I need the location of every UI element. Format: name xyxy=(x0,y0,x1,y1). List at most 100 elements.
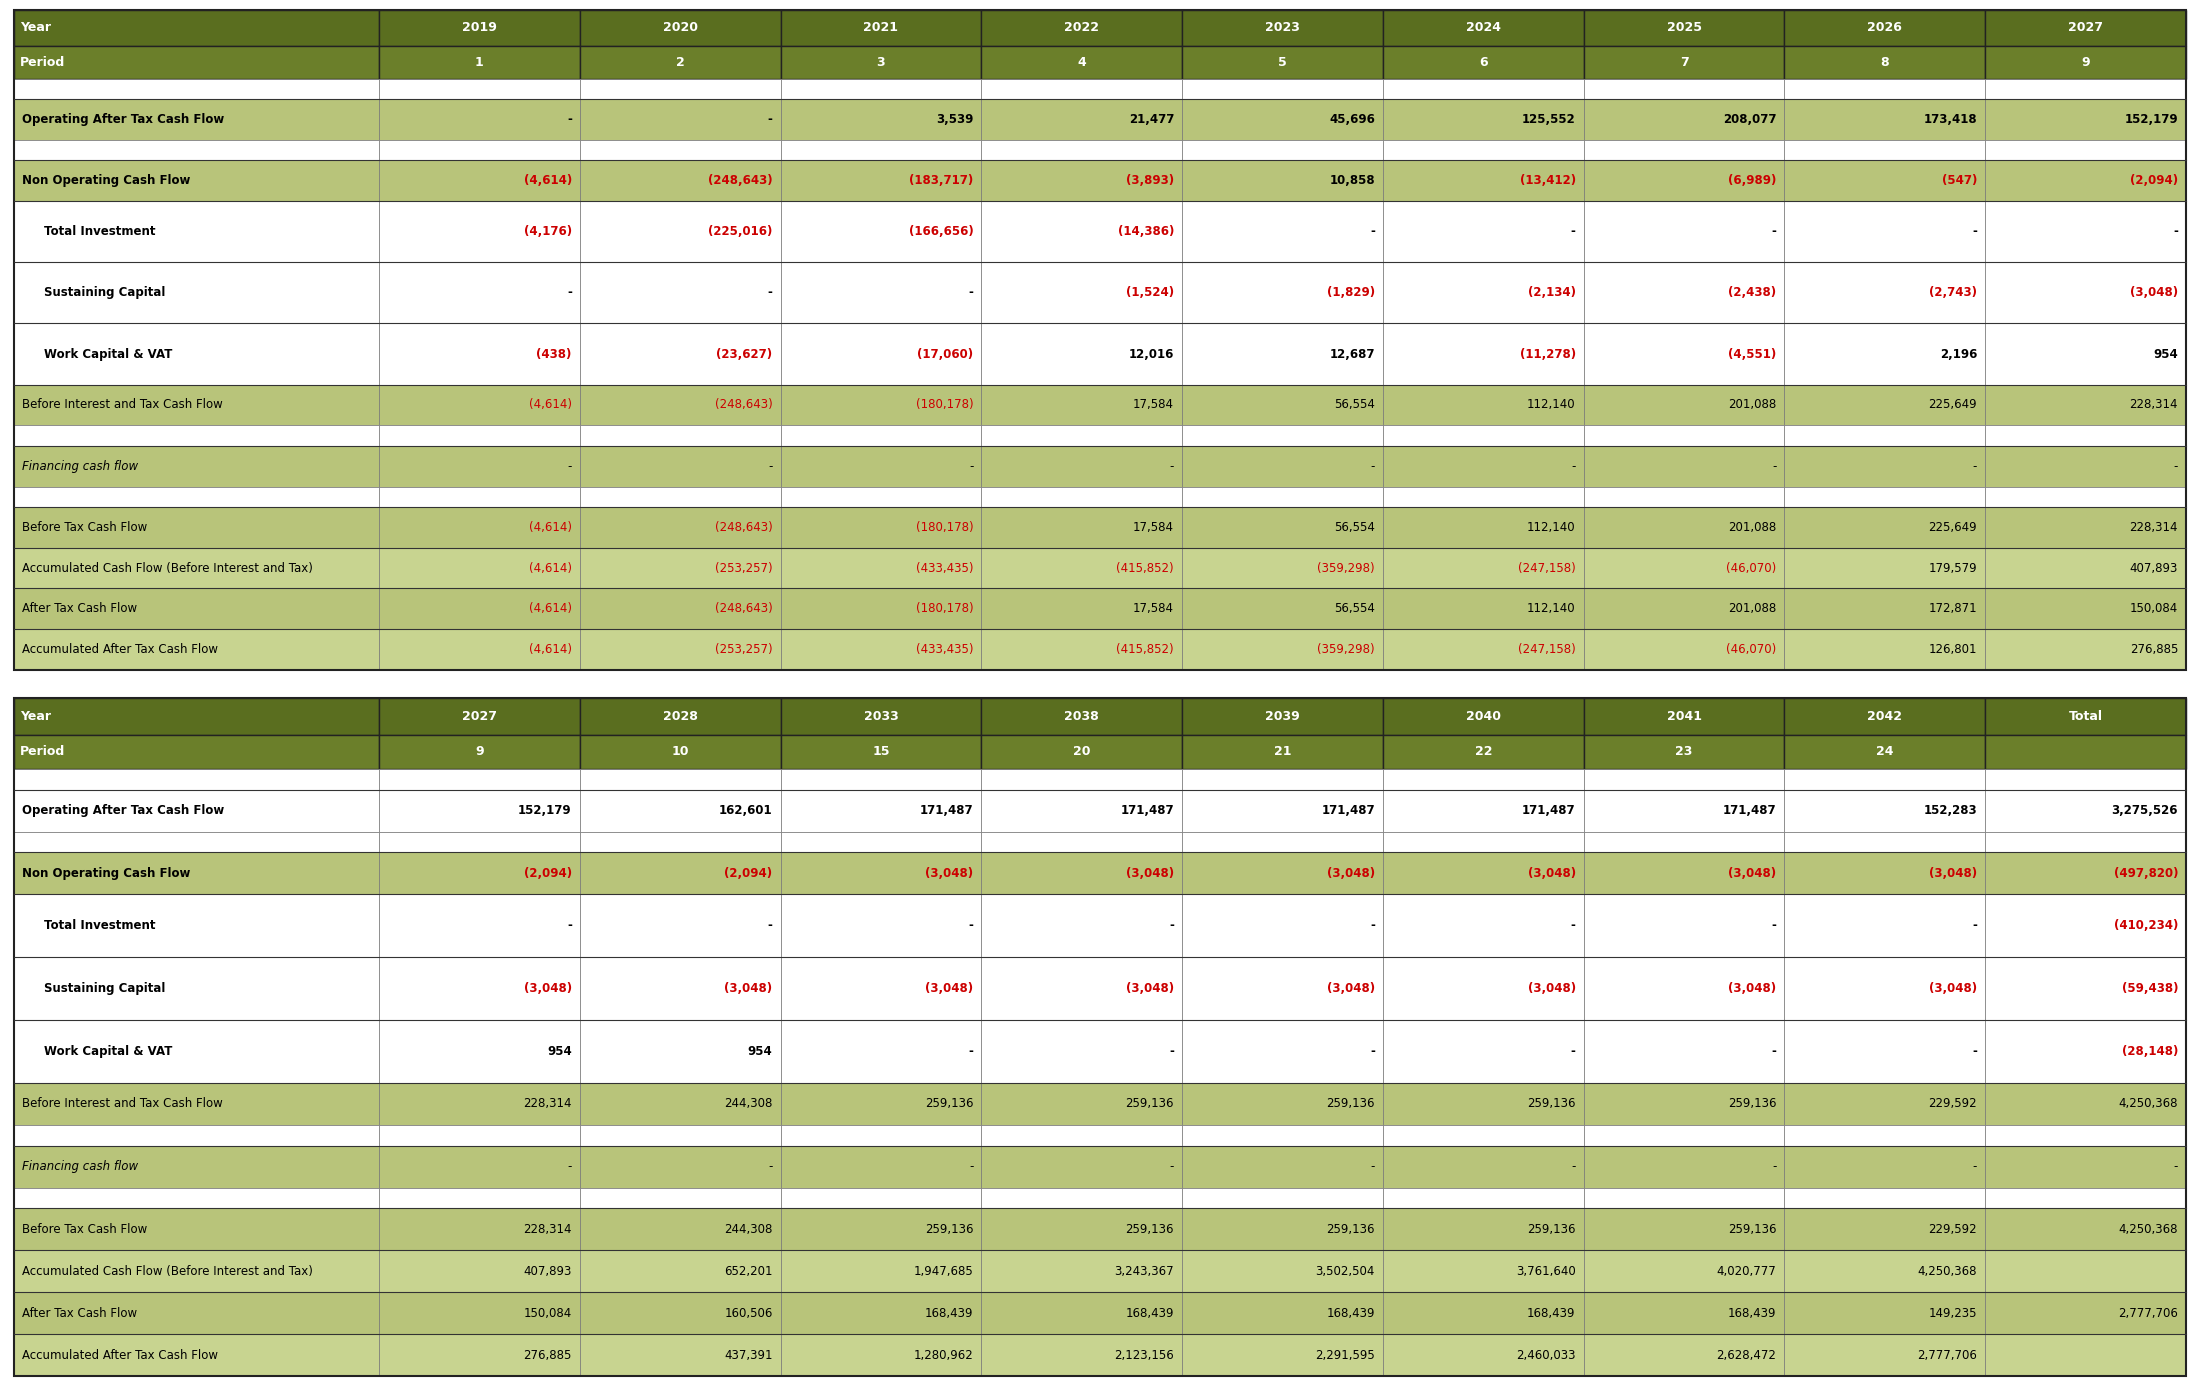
Bar xyxy=(1181,10,1384,46)
Text: 10: 10 xyxy=(671,746,689,758)
Bar xyxy=(781,769,981,790)
Bar xyxy=(1384,1335,1584,1376)
Text: (183,717): (183,717) xyxy=(909,175,972,187)
Text: 162,601: 162,601 xyxy=(719,804,772,818)
Text: -: - xyxy=(1170,460,1175,473)
Text: (3,048): (3,048) xyxy=(1729,866,1775,880)
Text: 201,088: 201,088 xyxy=(1729,521,1775,534)
Bar xyxy=(1384,426,1584,446)
Bar xyxy=(13,1146,378,1188)
Bar xyxy=(378,894,581,958)
Bar xyxy=(581,1188,781,1209)
Text: (1,524): (1,524) xyxy=(1126,287,1175,299)
Bar xyxy=(378,323,581,384)
Text: (497,820): (497,820) xyxy=(2114,866,2178,880)
Bar xyxy=(1984,629,2187,669)
Text: 2028: 2028 xyxy=(662,710,697,723)
Bar xyxy=(1384,832,1584,852)
Text: 152,179: 152,179 xyxy=(519,804,572,818)
Text: (46,070): (46,070) xyxy=(1727,643,1775,656)
Bar xyxy=(378,547,581,589)
Bar xyxy=(581,589,781,629)
Text: 171,487: 171,487 xyxy=(1120,804,1175,818)
Bar xyxy=(378,1020,581,1082)
Text: 17,584: 17,584 xyxy=(1133,603,1175,615)
Text: 22: 22 xyxy=(1474,746,1492,758)
Bar xyxy=(378,852,581,894)
Text: 168,439: 168,439 xyxy=(1327,1307,1375,1319)
Bar xyxy=(1181,1209,1384,1250)
Bar xyxy=(1784,1292,1984,1335)
Text: 152,179: 152,179 xyxy=(2125,114,2178,126)
Text: (410,234): (410,234) xyxy=(2114,919,2178,933)
Bar xyxy=(13,1020,378,1082)
Bar xyxy=(1784,589,1984,629)
Text: -: - xyxy=(1371,919,1375,933)
Bar xyxy=(981,1020,1181,1082)
Bar xyxy=(1984,46,2187,79)
Text: -: - xyxy=(1973,1160,1978,1173)
Text: 168,439: 168,439 xyxy=(1527,1307,1575,1319)
Bar xyxy=(581,46,781,79)
Text: Period: Period xyxy=(20,55,66,69)
Text: Non Operating Cash Flow: Non Operating Cash Flow xyxy=(22,866,191,880)
Bar xyxy=(378,769,581,790)
Bar xyxy=(1181,79,1384,100)
Bar xyxy=(378,699,581,735)
Bar xyxy=(13,161,378,201)
Text: (247,158): (247,158) xyxy=(1518,643,1575,656)
Bar xyxy=(1584,262,1784,323)
Bar xyxy=(1584,1146,1784,1188)
Text: 168,439: 168,439 xyxy=(1727,1307,1775,1319)
Text: 201,088: 201,088 xyxy=(1729,603,1775,615)
Text: 6: 6 xyxy=(1478,55,1487,69)
Text: 2,460,033: 2,460,033 xyxy=(1516,1349,1575,1361)
Text: -: - xyxy=(2174,225,2178,238)
Bar xyxy=(1584,1209,1784,1250)
Text: 2,628,472: 2,628,472 xyxy=(1716,1349,1775,1361)
Text: 276,885: 276,885 xyxy=(524,1349,572,1361)
Bar xyxy=(1784,769,1984,790)
Text: 149,235: 149,235 xyxy=(1929,1307,1978,1319)
Bar xyxy=(981,140,1181,161)
Bar xyxy=(781,446,981,486)
Bar xyxy=(1984,958,2187,1020)
Bar xyxy=(1384,699,1584,735)
Text: 171,487: 171,487 xyxy=(1322,804,1375,818)
Bar xyxy=(981,1250,1181,1292)
Bar xyxy=(1584,769,1784,790)
Bar xyxy=(581,1124,781,1146)
Text: 160,506: 160,506 xyxy=(724,1307,772,1319)
Bar xyxy=(1784,1124,1984,1146)
Text: 2019: 2019 xyxy=(462,21,497,35)
Bar xyxy=(1384,1082,1584,1124)
Bar xyxy=(981,832,1181,852)
Text: 1,947,685: 1,947,685 xyxy=(913,1265,972,1278)
Bar xyxy=(781,832,981,852)
Bar xyxy=(378,79,581,100)
Text: -: - xyxy=(968,919,972,933)
Bar xyxy=(1784,1188,1984,1209)
Bar xyxy=(378,1188,581,1209)
Text: 2022: 2022 xyxy=(1065,21,1100,35)
Bar xyxy=(981,1124,1181,1146)
Bar xyxy=(781,1250,981,1292)
Bar xyxy=(378,262,581,323)
Bar xyxy=(1984,10,2187,46)
Bar xyxy=(981,46,1181,79)
Bar xyxy=(1384,769,1584,790)
Bar xyxy=(781,426,981,446)
Text: Year: Year xyxy=(20,710,51,723)
Text: 2038: 2038 xyxy=(1065,710,1100,723)
Bar xyxy=(1584,384,1784,426)
Text: (46,070): (46,070) xyxy=(1727,561,1775,575)
Text: 954: 954 xyxy=(748,1045,772,1058)
Text: (4,614): (4,614) xyxy=(524,175,572,187)
Text: 171,487: 171,487 xyxy=(1723,804,1775,818)
Bar xyxy=(981,958,1181,1020)
Text: 244,308: 244,308 xyxy=(724,1098,772,1110)
Bar xyxy=(581,140,781,161)
Bar xyxy=(1181,547,1384,589)
Bar xyxy=(1181,1188,1384,1209)
Text: (6,989): (6,989) xyxy=(1727,175,1775,187)
